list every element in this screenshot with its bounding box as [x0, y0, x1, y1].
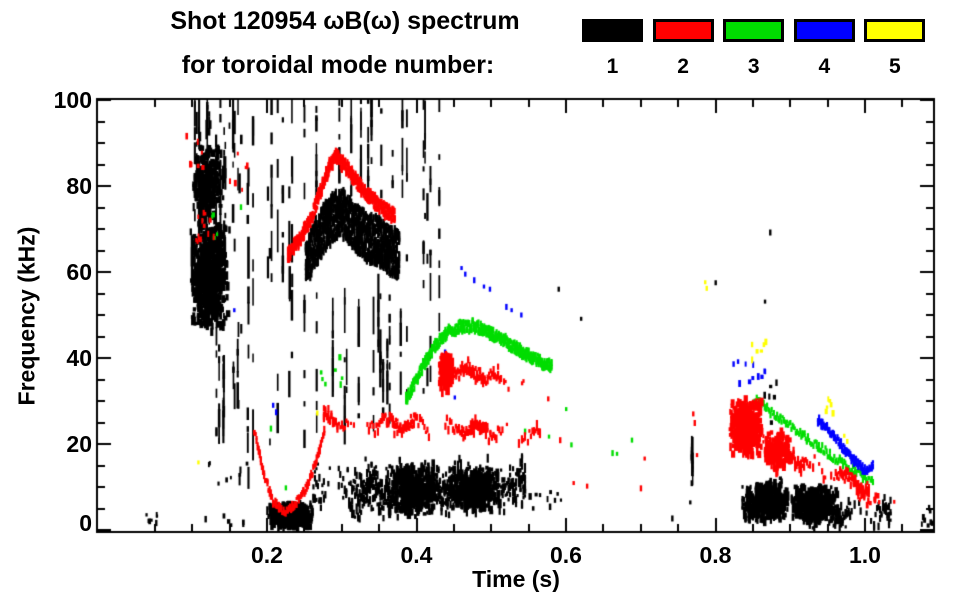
legend-swatch-mode-1 — [582, 19, 643, 42]
figure-title: Shot 120954 ωB(ω) spectrum — [170, 7, 520, 35]
legend-label-mode-4: 4 — [818, 55, 831, 78]
legend-swatch-mode-3 — [723, 19, 785, 42]
x-tick-label-0.4: 0.4 — [400, 542, 433, 568]
y-tick-label-20: 20 — [66, 431, 92, 457]
legend-swatch-mode-4 — [793, 19, 855, 42]
y-tick-label-100: 100 — [53, 87, 92, 113]
x-tick-label-0.8: 0.8 — [699, 542, 732, 568]
legend-swatch-mode-2 — [652, 19, 714, 42]
y-tick-label-80: 80 — [66, 173, 92, 199]
legend-swatch-mode-5 — [864, 19, 926, 42]
figure-subtitle: for toroidal mode number: — [181, 51, 495, 79]
legend-label-mode-3: 3 — [747, 55, 760, 78]
x-axis-title: Time (s) — [472, 566, 560, 592]
x-tick-label-0.2: 0.2 — [251, 542, 283, 568]
x-tick-label-0.6: 0.6 — [550, 542, 582, 568]
x-tick-label-1.0: 1.0 — [849, 542, 881, 568]
y-tick-label-60: 60 — [66, 259, 92, 285]
y-tick-label-40: 40 — [66, 345, 92, 371]
y-axis-title: Frequency (kHz) — [13, 226, 40, 406]
y-tick-label-0: 0 — [79, 510, 92, 536]
legend-label-mode-2: 2 — [677, 55, 689, 78]
legend-label-mode-1: 1 — [606, 55, 619, 78]
legend-label-mode-5: 5 — [889, 55, 901, 78]
